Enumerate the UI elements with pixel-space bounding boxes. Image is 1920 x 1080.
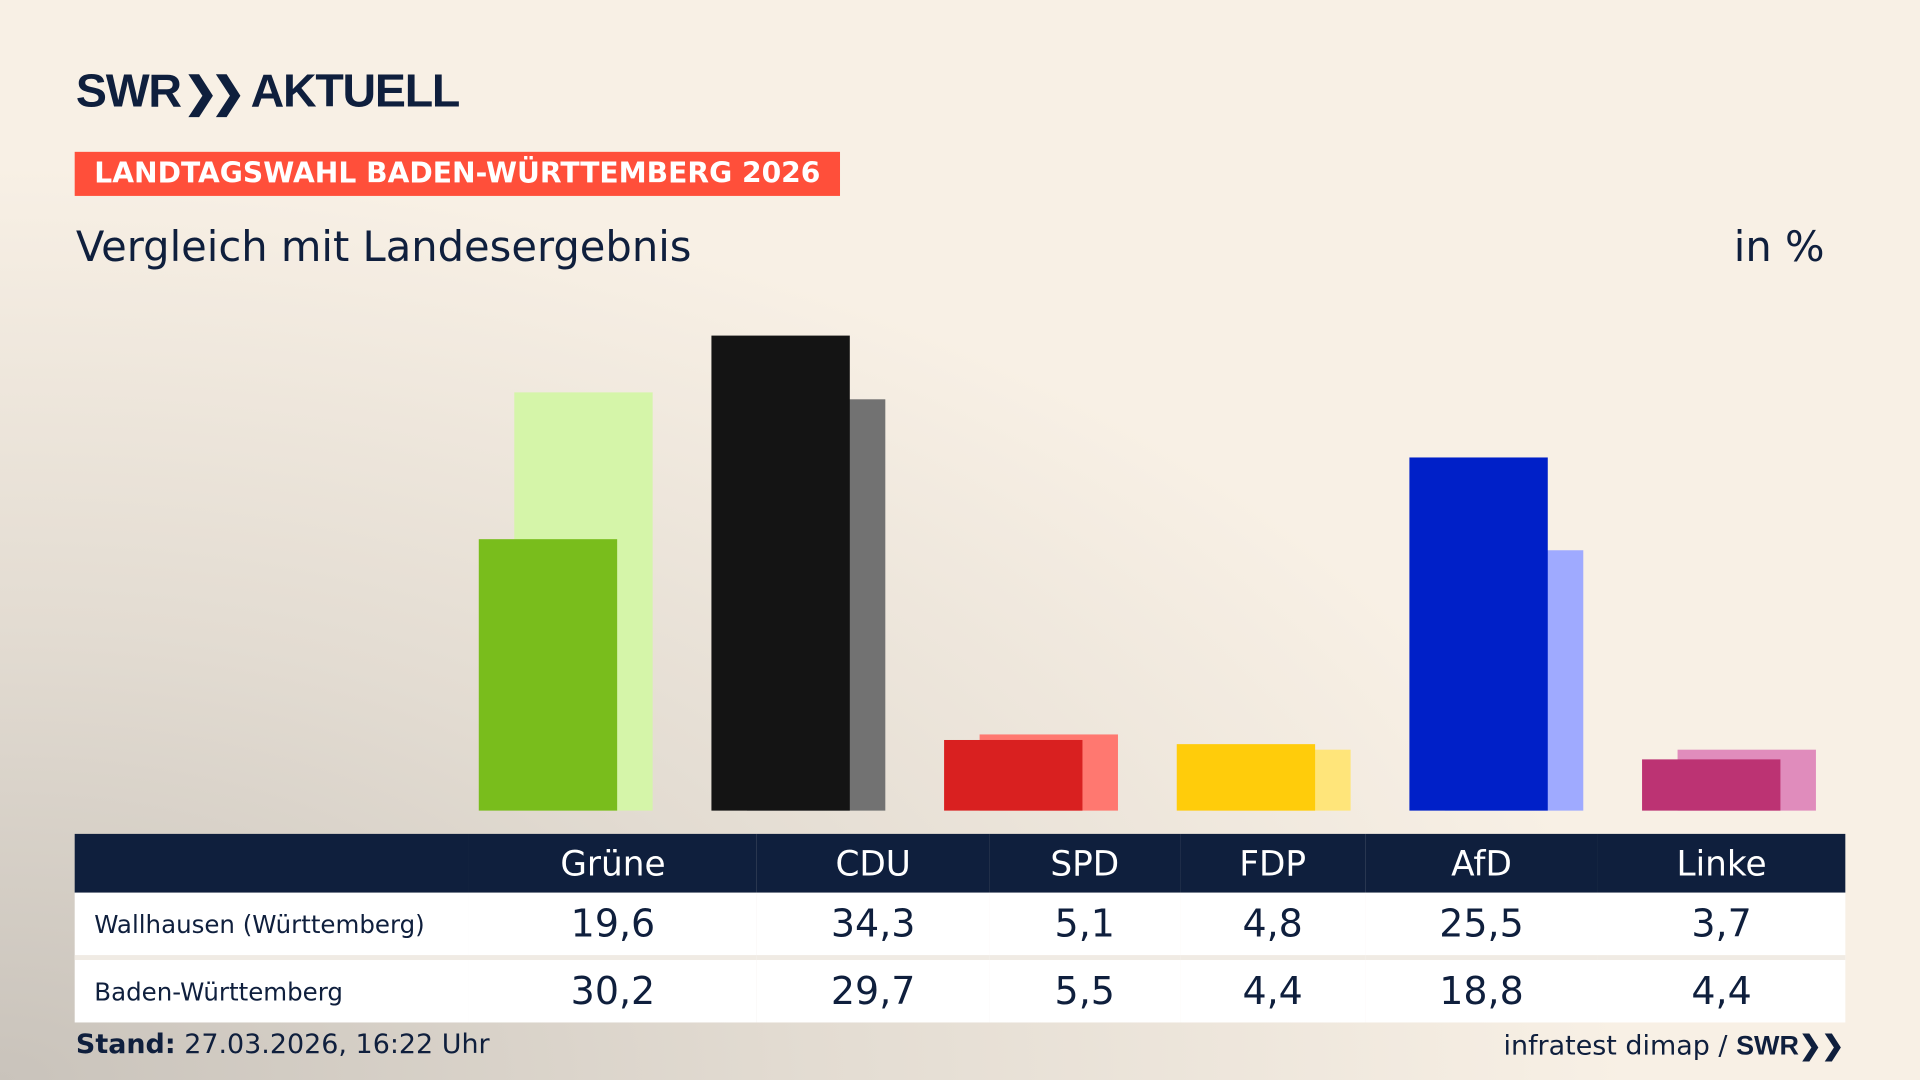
election-badge: LANDTAGSWAHL BADEN-WÜRTTEMBERG 2026	[74, 151, 840, 196]
column-header: Grüne	[468, 833, 757, 893]
data-label: 4,4	[1597, 955, 1846, 1023]
column-header: Linke	[1597, 833, 1846, 893]
table-row: Baden-Württemberg 30,2 29,7 5,5 4,4 18,8 4,4	[74, 955, 1846, 1023]
source: infratest dimap / SWR❯❯	[1503, 1029, 1845, 1062]
bar-wallhausen-0	[478, 539, 618, 811]
data-label: 29,7	[756, 955, 990, 1023]
bar-wallhausen-5	[1642, 759, 1781, 811]
data-label: 19,6	[468, 892, 757, 956]
timestamp: Stand: 27.03.2026, 16:22 Uhr	[75, 1029, 490, 1061]
data-label: 5,5	[989, 955, 1181, 1023]
bar-wallhausen-1	[711, 335, 850, 811]
row-label: Baden-Württemberg	[74, 955, 469, 1023]
column-header: CDU	[756, 833, 990, 893]
data-label: 4,4	[1180, 955, 1366, 1023]
data-label: 25,5	[1365, 892, 1598, 956]
bar-wallhausen-2	[944, 739, 1083, 811]
bar-wallhausen-4	[1409, 457, 1548, 811]
unit-label: in %	[1733, 222, 1825, 272]
subtitle: Vergleich mit Landesergebnis	[75, 222, 692, 272]
bar-wallhausen-3	[1176, 744, 1316, 811]
table-row: Wallhausen (Württemberg) 19,6 34,3 5,1 4,8 25…	[74, 892, 1846, 956]
column-header: SPD	[989, 833, 1181, 893]
column-header: FDP	[1180, 833, 1366, 893]
results-table: Grüne CDU SPD FDP AfD Linke Wallhausen (Württ…	[74, 833, 1846, 1023]
column-header: AfD	[1365, 833, 1598, 893]
data-label: 4,8	[1180, 892, 1366, 956]
header-empty	[74, 833, 469, 893]
data-label: 34,3	[756, 892, 990, 956]
chevrons-icon: ❯❯	[183, 69, 245, 117]
data-label: 18,8	[1365, 955, 1598, 1023]
row-label: Wallhausen (Württemberg)	[74, 892, 469, 956]
swr-aktuell-logo: SWR❯❯ AKTUELL	[75, 66, 460, 118]
swr-logo: SWR	[1736, 1029, 1799, 1061]
data-label: 3,7	[1597, 892, 1846, 956]
data-label: 30,2	[468, 955, 757, 1023]
data-label: 5,1	[989, 892, 1181, 956]
